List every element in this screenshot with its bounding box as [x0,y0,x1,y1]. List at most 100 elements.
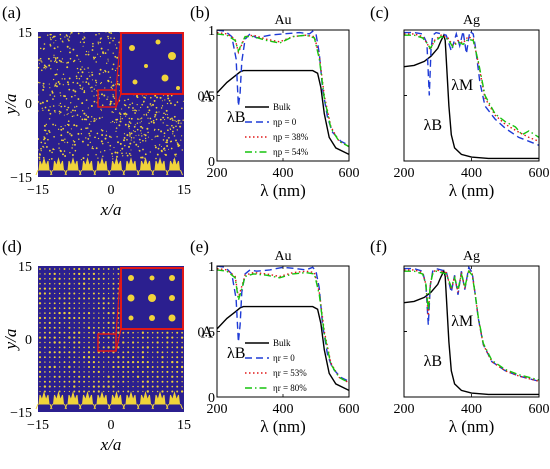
x-tick-label: 600 [529,402,550,417]
particle [128,128,130,130]
particle [78,297,81,300]
particle [38,292,42,295]
x-tick-label: 400 [461,166,482,181]
particle [73,385,76,388]
series-line [404,268,539,382]
particle [147,371,149,373]
particle [181,375,183,378]
particle [181,107,183,110]
particle [150,96,152,99]
particle [39,361,41,364]
particle [43,336,47,339]
x-tick-d-mid: 0 [108,418,115,433]
x-tick-label: 600 [529,166,550,181]
particle [98,322,100,324]
particle [132,331,134,334]
particle [171,332,173,334]
particle [73,346,76,349]
particle [39,268,41,270]
particle [133,141,135,143]
y-tick-label: 0 [208,391,215,406]
particle [53,365,56,369]
particle [132,370,135,373]
particle [102,71,104,74]
particle [38,375,42,378]
particle [39,57,42,60]
particle [78,322,80,324]
particle [107,273,110,275]
particle [44,142,46,145]
particle [140,132,142,134]
particle [42,85,44,87]
particle [62,139,65,142]
particle [88,390,90,393]
particle [112,297,115,300]
particle [146,385,149,388]
particle [53,277,56,280]
legend-label: ηp = 38% [273,132,309,142]
particle [66,109,68,111]
particle [63,287,66,290]
particle [112,94,114,96]
particle [73,307,76,309]
particle [53,322,56,324]
particle [147,117,149,119]
panel-label-f: (f) [370,237,387,256]
particle [112,307,115,310]
particle [66,141,69,144]
particle [117,331,120,334]
particle [125,113,128,116]
particle [107,351,110,353]
particle [44,351,46,353]
particle [73,283,75,285]
particle [93,307,95,310]
particle [113,97,116,99]
particle [117,365,120,369]
particle [165,113,167,116]
particle [78,371,80,373]
particle [158,111,160,113]
particle [48,282,51,285]
particle [117,351,120,353]
particle [166,145,169,147]
particle [172,130,174,133]
particle [126,154,129,157]
particle [167,116,169,119]
particle [41,61,43,63]
particle [129,142,132,145]
particle [63,307,66,310]
particle [119,116,122,118]
particle [78,331,81,334]
inset-particle [176,86,180,90]
particle [107,292,110,295]
particle [43,47,45,50]
particle [151,385,154,388]
particle [141,370,144,373]
particle [85,99,88,101]
particle [44,273,46,275]
particle [43,67,45,69]
panel-label-c: (c) [370,3,389,22]
particle [149,117,152,120]
particle [63,268,66,270]
particle [49,43,52,46]
particle [117,390,120,393]
particle [144,97,147,99]
particle [156,361,159,363]
particle [38,138,40,140]
particle [44,297,46,300]
particle [117,267,120,271]
particle [58,287,61,290]
particle [46,133,48,135]
particle [112,95,115,98]
particle [63,390,66,393]
particle [73,124,76,127]
particle [127,106,130,109]
panel-title: Au [274,249,291,264]
particle [50,158,53,160]
particle [131,102,134,104]
particle [41,107,43,109]
particle [107,380,110,383]
particle [48,321,51,325]
particle [79,60,81,63]
